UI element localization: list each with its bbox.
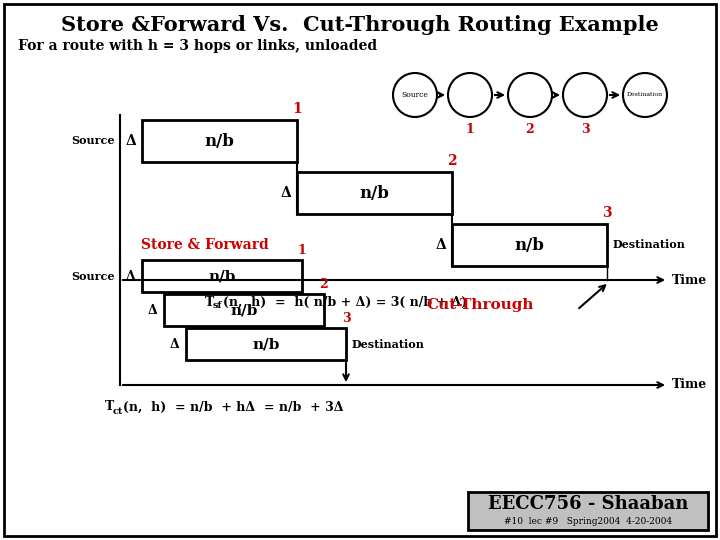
Text: (n,  h)  = n/b  + hΔ  = n/b  + 3Δ: (n, h) = n/b + hΔ = n/b + 3Δ <box>123 401 343 414</box>
Bar <box>452 224 607 266</box>
Text: n/b: n/b <box>208 269 235 283</box>
Text: Δ: Δ <box>281 186 292 200</box>
Text: 2: 2 <box>447 154 456 168</box>
Text: Destination: Destination <box>627 92 663 98</box>
Text: 1: 1 <box>466 123 474 136</box>
Bar <box>186 328 346 360</box>
Text: n/b: n/b <box>204 132 235 150</box>
Bar <box>468 492 708 530</box>
Text: (n,  h)  =  h( n/b + Δ) = 3( n/b + Δ): (n, h) = h( n/b + Δ) = 3( n/b + Δ) <box>223 295 467 308</box>
Text: Δ: Δ <box>148 303 158 316</box>
Text: ct: ct <box>113 407 123 415</box>
Text: 3: 3 <box>602 206 612 220</box>
Text: n/b: n/b <box>230 303 258 317</box>
Text: n/b: n/b <box>515 237 544 253</box>
Text: n/b: n/b <box>359 185 390 201</box>
Text: Source: Source <box>402 91 428 99</box>
Text: #10  lec #9   Spring2004  4-20-2004: #10 lec #9 Spring2004 4-20-2004 <box>504 517 672 526</box>
Text: Δ: Δ <box>126 269 136 282</box>
Text: Δ: Δ <box>125 134 136 148</box>
Text: sf: sf <box>213 301 222 310</box>
Text: Destination: Destination <box>613 240 686 251</box>
Bar <box>142 120 297 162</box>
Text: 3: 3 <box>342 312 351 325</box>
Text: 1: 1 <box>292 102 302 116</box>
Bar <box>297 172 452 214</box>
Text: For a route with h = 3 hops or links, unloaded: For a route with h = 3 hops or links, un… <box>18 39 377 53</box>
Text: Store & Forward: Store & Forward <box>141 238 269 252</box>
Text: 3: 3 <box>581 123 589 136</box>
Text: Source: Source <box>71 271 115 281</box>
Text: Time: Time <box>672 379 707 392</box>
Text: Time: Time <box>672 273 707 287</box>
Text: n/b: n/b <box>252 337 279 351</box>
Bar <box>164 294 324 326</box>
Text: 1: 1 <box>297 244 307 257</box>
Text: Store &Forward Vs.  Cut-Through Routing Example: Store &Forward Vs. Cut-Through Routing E… <box>61 15 659 35</box>
Text: Cut-Through: Cut-Through <box>426 298 534 312</box>
Text: Δ: Δ <box>436 238 446 252</box>
Text: T: T <box>105 401 114 414</box>
Text: Destination: Destination <box>352 339 425 349</box>
Text: Δ: Δ <box>170 338 180 350</box>
Text: 2: 2 <box>526 123 534 136</box>
Text: Source: Source <box>71 136 115 146</box>
Text: 2: 2 <box>320 278 328 291</box>
Bar <box>142 260 302 292</box>
Text: T: T <box>205 295 215 308</box>
Text: EECC756 - Shaaban: EECC756 - Shaaban <box>488 495 688 513</box>
